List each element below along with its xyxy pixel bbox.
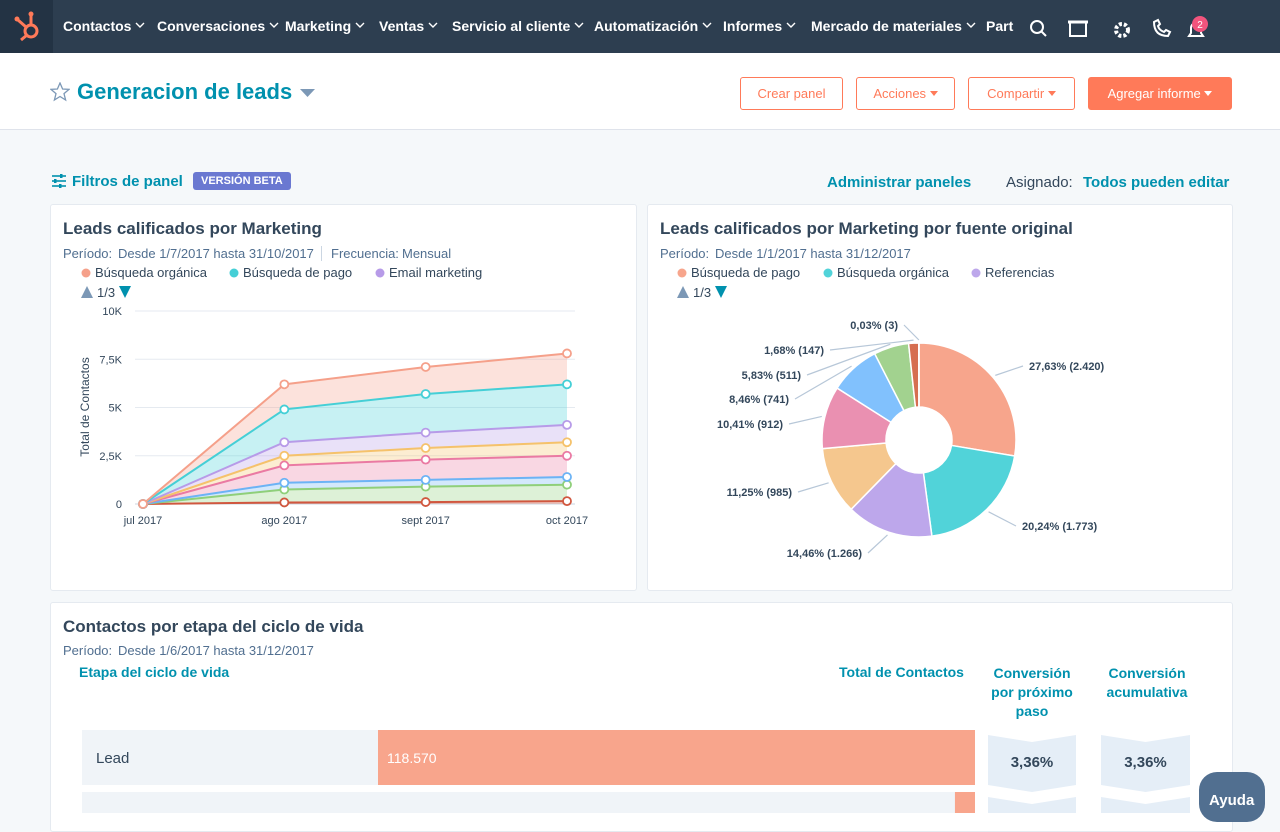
x-tick-label: oct 2017 [546,515,588,527]
bar-value: 118.570 [387,750,437,766]
data-point [422,476,430,484]
leader-line [798,483,829,492]
data-label: 8,46% (741) [729,394,789,406]
row-background [82,792,975,813]
conversion-value: 3,36% [1011,754,1054,771]
y-tick-label: 5K [109,403,123,415]
data-label: 27,63% (2.420) [1029,361,1105,373]
data-label: 10,41% (912) [717,419,783,431]
pager-prev [81,286,93,298]
data-point [280,498,288,506]
data-point [139,500,147,508]
leader-line [868,535,887,553]
leader-line [789,416,822,424]
data-point [422,363,430,371]
leader-line [995,366,1023,375]
legend-swatch [376,269,385,278]
pager-next [715,286,727,298]
funnel-bar [955,792,975,813]
data-point [422,429,430,437]
y-axis-label: Total de Contactos [78,357,92,456]
data-point [422,498,430,506]
legend-label: Búsqueda de pago [691,265,800,280]
data-point [280,438,288,446]
data-point [280,452,288,460]
donut-slice [923,445,1014,536]
y-tick-label: 0 [116,499,122,511]
data-point [280,479,288,487]
x-tick-label: jul 2017 [123,515,163,527]
data-point [563,481,571,489]
data-point [563,421,571,429]
data-label: 5,83% (511) [742,370,802,382]
data-label: 1,68% (147) [764,345,824,357]
data-point [422,390,430,398]
y-tick-label: 10K [102,306,122,318]
leader-line [904,325,919,340]
pager-prev [677,286,689,298]
data-point [563,438,571,446]
conversion-cell [988,797,1076,813]
data-label: 0,03% (3) [850,320,898,332]
legend-label: Búsqueda de pago [243,265,352,280]
legend-label: Búsqueda orgánica [95,265,208,280]
legend-label: Email marketing [389,265,482,280]
pager-next [119,286,131,298]
legend-pager: 1/3 [97,285,115,300]
legend-swatch [678,269,687,278]
data-label: 20,24% (1.773) [1022,521,1098,533]
data-point [563,349,571,357]
data-point [422,456,430,464]
data-point [280,405,288,413]
leader-line [989,512,1016,526]
donut-slice [919,343,1016,456]
data-point [563,473,571,481]
help-button[interactable]: Ayuda [1199,772,1265,822]
data-label: 11,25% (985) [727,487,793,499]
legend-label: Búsqueda orgánica [837,265,950,280]
stage-label: Lead [96,750,129,767]
legend-swatch [824,269,833,278]
legend-swatch [82,269,91,278]
x-tick-label: sept 2017 [402,515,450,527]
legend-label: Referencias [985,265,1055,280]
data-label: 14,46% (1.266) [787,548,863,560]
data-point [563,452,571,460]
data-point [280,380,288,388]
legend-swatch [972,269,981,278]
y-tick-label: 2,5K [99,451,122,463]
legend-pager: 1/3 [693,285,711,300]
data-point [422,444,430,452]
data-point [563,497,571,505]
data-point [563,380,571,388]
conversion-value: 3,36% [1124,754,1167,771]
x-tick-label: ago 2017 [261,515,307,527]
legend-swatch [230,269,239,278]
funnel-bar [378,730,975,785]
data-point [280,461,288,469]
charts-layer: 0 2,5K 5K 7,5K 10K Total de Contactos jul 2017… [0,0,1280,813]
conversion-cell [1101,797,1190,813]
y-tick-label: 7,5K [99,354,122,366]
